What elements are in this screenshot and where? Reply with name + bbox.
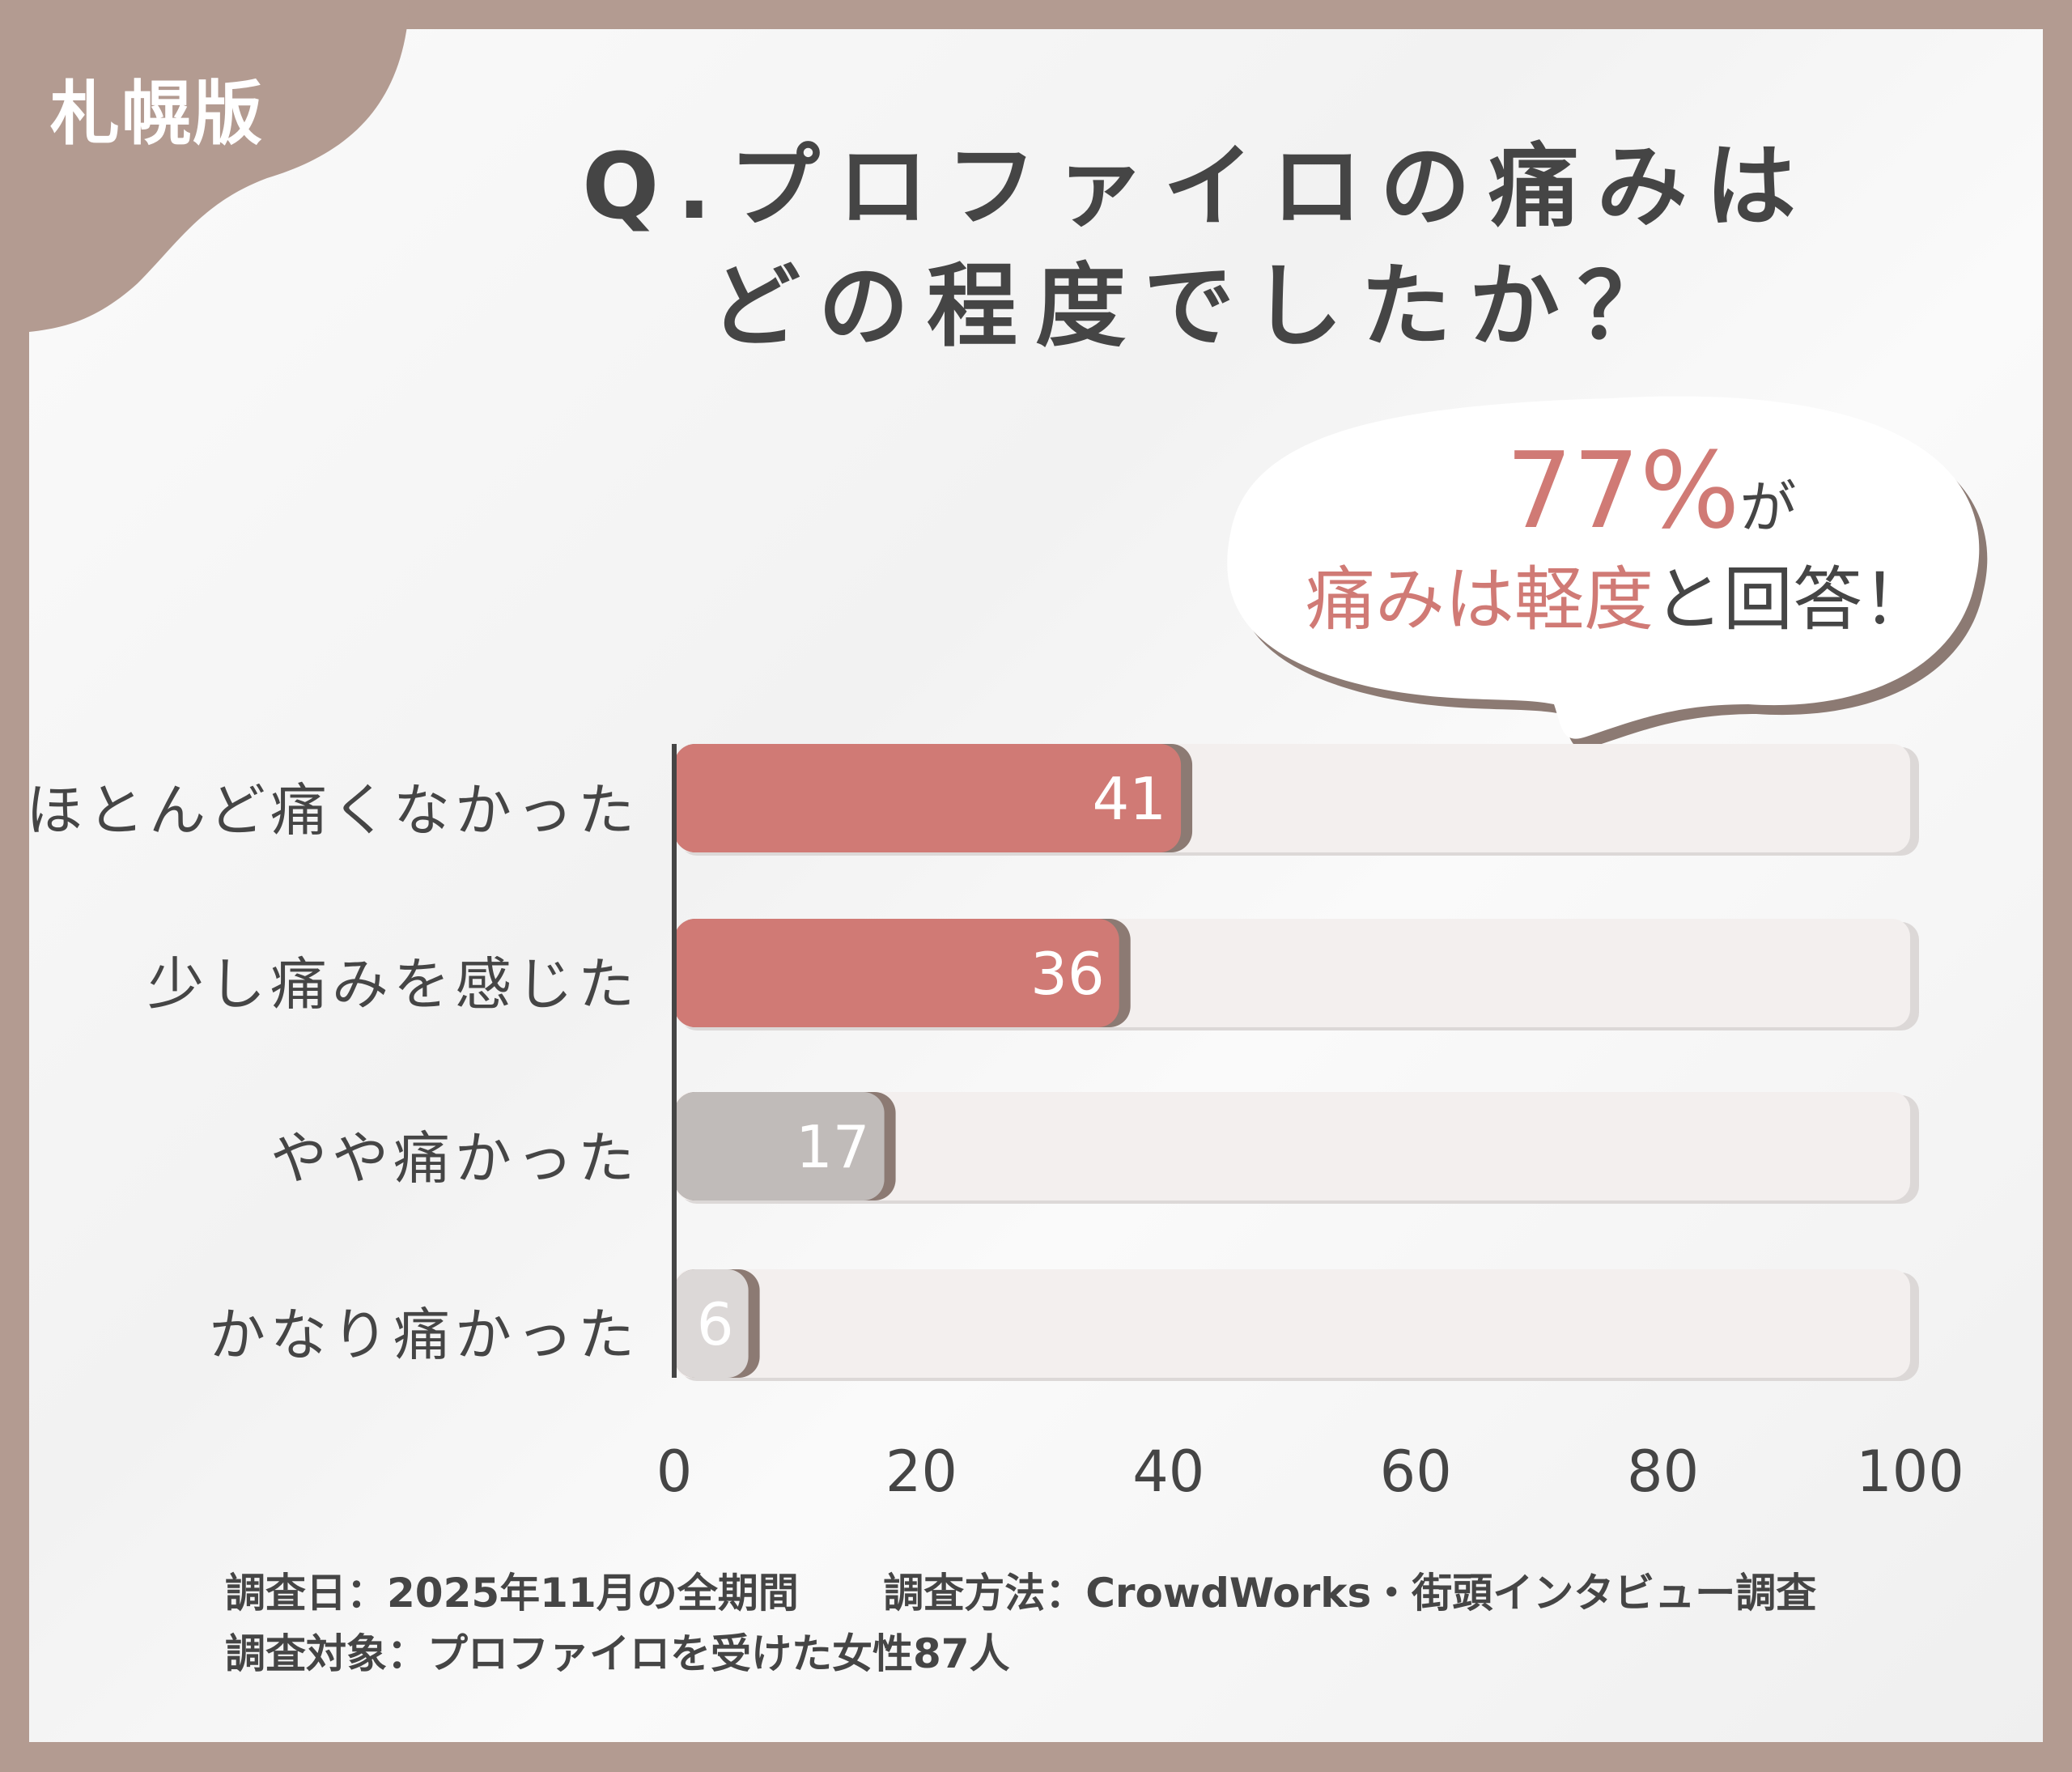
bar [674,744,1182,852]
bar-track [674,1092,1910,1200]
bar-value-label: 36 [1030,940,1105,1008]
category-label: 少し痛みを感じた [147,951,639,1018]
bar-value-label: 41 [1092,765,1166,833]
title-line-1: Q.プロファイロの痛みは [582,134,1814,240]
bar-value-label: 17 [796,1113,870,1181]
bar [674,1269,749,1378]
panel [29,29,2043,1742]
survey-method: 調査方法：CrowdWorks・街頭インタビュー調査 [883,1570,1817,1617]
x-tick-label: 20 [885,1438,957,1505]
survey-target: 調査対象：プロファイロを受けた女性87人 [225,1630,1010,1677]
x-tick-label: 100 [1856,1438,1964,1505]
x-tick-label: 0 [656,1438,693,1505]
x-tick-label: 60 [1380,1438,1452,1505]
title-line-2: どの程度でしたか？ [710,254,1686,359]
bar [674,1092,885,1200]
corner-badge-shape [0,0,410,332]
survey-date: 調査日：2025年11月の全期間 [225,1570,799,1617]
bar-value-label: 6 [697,1290,734,1358]
bar-track [674,1269,1910,1378]
callout-highlight: 痛みは軽度 [1306,559,1654,640]
footer-line-1: 調査日：2025年11月の全期間 調査方法：CrowdWorks・街頭インタビュ… [225,1561,1816,1619]
bar [674,919,1119,1027]
callout-percent-line: 77%が [1295,429,2007,552]
callout-rest: と回答！ [1654,559,1932,640]
speech-bubble [1227,396,1988,810]
region-badge: 札幌版 [50,74,264,155]
category-label: かなり痛かった [209,1302,639,1368]
callout-suffix: が [1739,474,1797,541]
callout-percent: 77% [1505,429,1740,552]
category-label: やや痛かった [270,1125,639,1192]
x-tick-label: 80 [1627,1438,1699,1505]
category-label: ほとんど痛くなかった [26,777,639,844]
x-tick-label: 40 [1132,1438,1204,1505]
callout-text-line: 痛みは軽度と回答！ [1263,542,1975,644]
